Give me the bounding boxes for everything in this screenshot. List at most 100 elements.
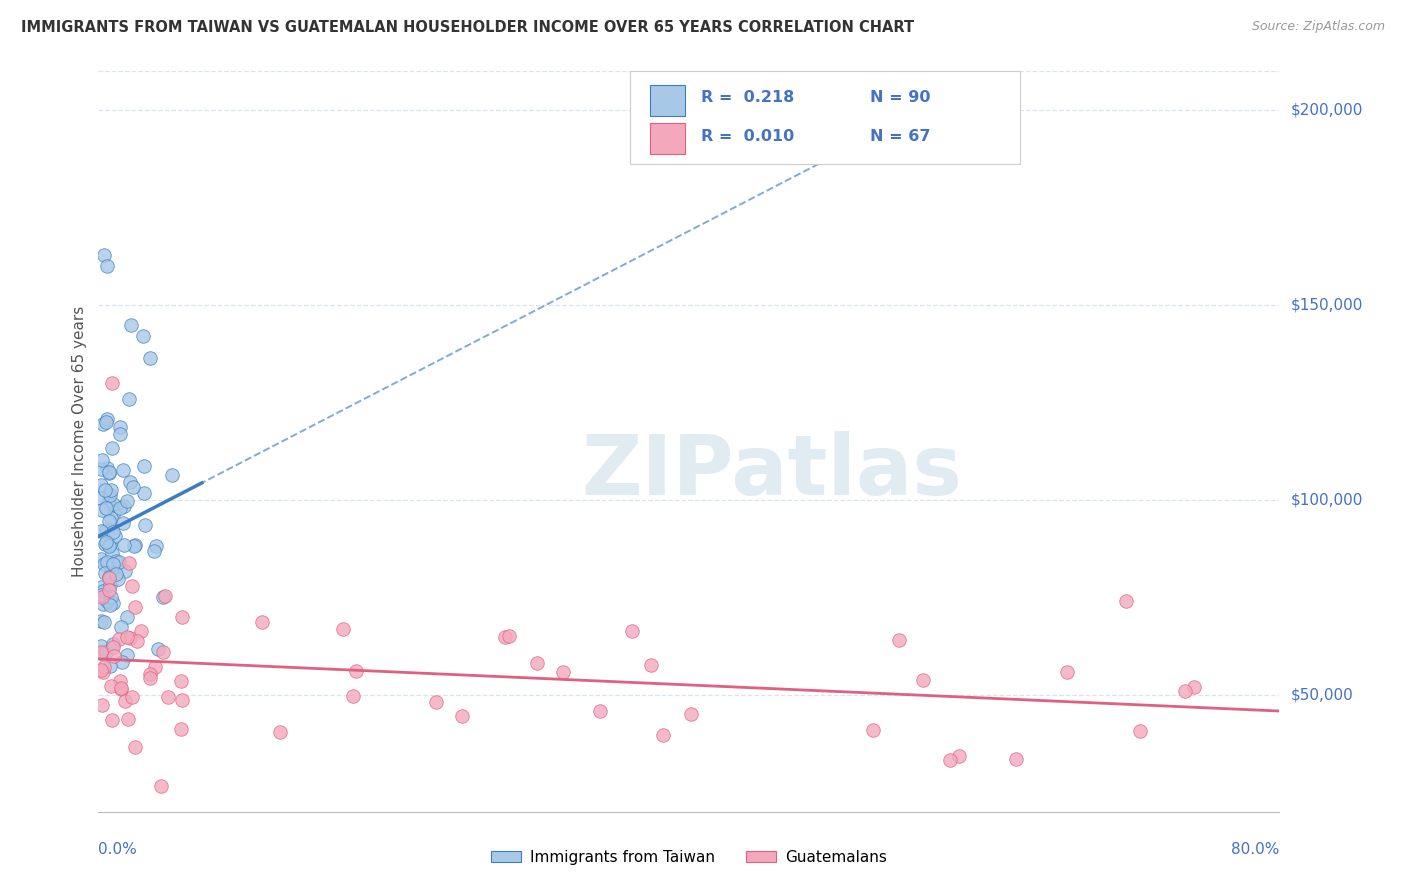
Point <box>146 642 169 657</box>
Point <box>948 749 970 764</box>
Point <box>91 698 114 712</box>
Text: IMMIGRANTS FROM TAIWAN VS GUATEMALAN HOUSEHOLDER INCOME OVER 65 YEARS CORRELATIO: IMMIGRANTS FROM TAIWAN VS GUATEMALAN HOU… <box>21 20 914 35</box>
Text: 0.0%: 0.0% <box>98 842 138 857</box>
Point <box>93 615 115 630</box>
Point <box>90 645 112 659</box>
Point <box>100 441 122 455</box>
Point <box>90 491 112 505</box>
Point <box>104 566 127 581</box>
Point <box>117 630 139 644</box>
Point <box>1056 665 1078 679</box>
Point <box>332 622 354 636</box>
Point <box>170 610 193 624</box>
Point <box>156 690 179 704</box>
Point <box>120 631 142 645</box>
Point <box>100 483 122 498</box>
Point <box>124 538 146 552</box>
Point <box>90 453 112 467</box>
Point <box>98 578 121 592</box>
Point <box>101 525 124 540</box>
Text: $200,000: $200,000 <box>1291 103 1362 118</box>
Point <box>98 488 121 502</box>
Point <box>122 480 145 494</box>
Point <box>498 629 520 643</box>
Point <box>651 727 673 741</box>
Point <box>115 494 138 508</box>
Point <box>640 657 662 672</box>
Point <box>110 682 132 697</box>
Point <box>160 468 183 483</box>
Point <box>115 610 138 624</box>
Point <box>250 615 273 629</box>
Point <box>97 465 120 479</box>
Point <box>90 663 112 677</box>
Point <box>1129 724 1152 739</box>
Text: R =  0.218: R = 0.218 <box>700 90 794 104</box>
Point <box>939 753 962 767</box>
Point <box>97 496 120 510</box>
Text: R =  0.010: R = 0.010 <box>700 128 794 144</box>
Point <box>97 539 120 553</box>
Y-axis label: Householder Income Over 65 years: Householder Income Over 65 years <box>72 306 87 577</box>
Point <box>100 511 122 525</box>
Point <box>143 543 166 558</box>
Point <box>100 591 122 605</box>
Point <box>93 247 115 261</box>
Point <box>107 572 129 586</box>
Point <box>170 673 193 688</box>
Point <box>93 598 115 612</box>
Text: N = 67: N = 67 <box>870 128 931 144</box>
Point <box>96 415 118 429</box>
Point <box>887 633 910 648</box>
Point <box>451 709 474 723</box>
Point <box>98 514 121 528</box>
Point <box>108 674 131 689</box>
Point <box>96 259 118 273</box>
Point <box>97 570 120 584</box>
Text: ZIPatlas: ZIPatlas <box>581 431 962 512</box>
Point <box>121 690 143 704</box>
Point <box>145 540 167 554</box>
Point <box>101 640 124 654</box>
Point <box>94 483 117 497</box>
Point <box>97 571 120 585</box>
Point <box>100 522 122 536</box>
Point <box>98 487 121 501</box>
Point <box>101 636 124 650</box>
Point <box>112 538 135 552</box>
Point <box>344 664 367 678</box>
Point <box>100 679 122 693</box>
Point <box>103 596 125 610</box>
Point <box>139 667 162 681</box>
Point <box>912 673 935 687</box>
Text: $50,000: $50,000 <box>1291 688 1354 702</box>
Point <box>104 529 127 543</box>
Point <box>101 376 124 390</box>
Point <box>91 591 114 605</box>
Point <box>101 557 124 571</box>
Point <box>93 558 115 572</box>
Point <box>98 658 121 673</box>
Point <box>98 599 121 613</box>
Point <box>103 648 125 663</box>
Point <box>103 505 125 519</box>
Point <box>110 500 132 515</box>
Point <box>152 645 174 659</box>
Point <box>150 780 173 794</box>
Point <box>112 500 135 514</box>
Point <box>94 523 117 537</box>
Point <box>90 640 112 654</box>
Point <box>91 503 114 517</box>
Text: $150,000: $150,000 <box>1291 298 1362 313</box>
Point <box>134 485 156 500</box>
Point <box>93 660 115 674</box>
Point <box>108 427 131 442</box>
Point <box>94 500 117 515</box>
Point <box>90 524 112 538</box>
Point <box>170 722 193 736</box>
Point <box>93 566 115 581</box>
Point <box>153 589 176 603</box>
Point <box>101 713 124 727</box>
Point <box>112 463 135 477</box>
Point <box>124 740 146 755</box>
